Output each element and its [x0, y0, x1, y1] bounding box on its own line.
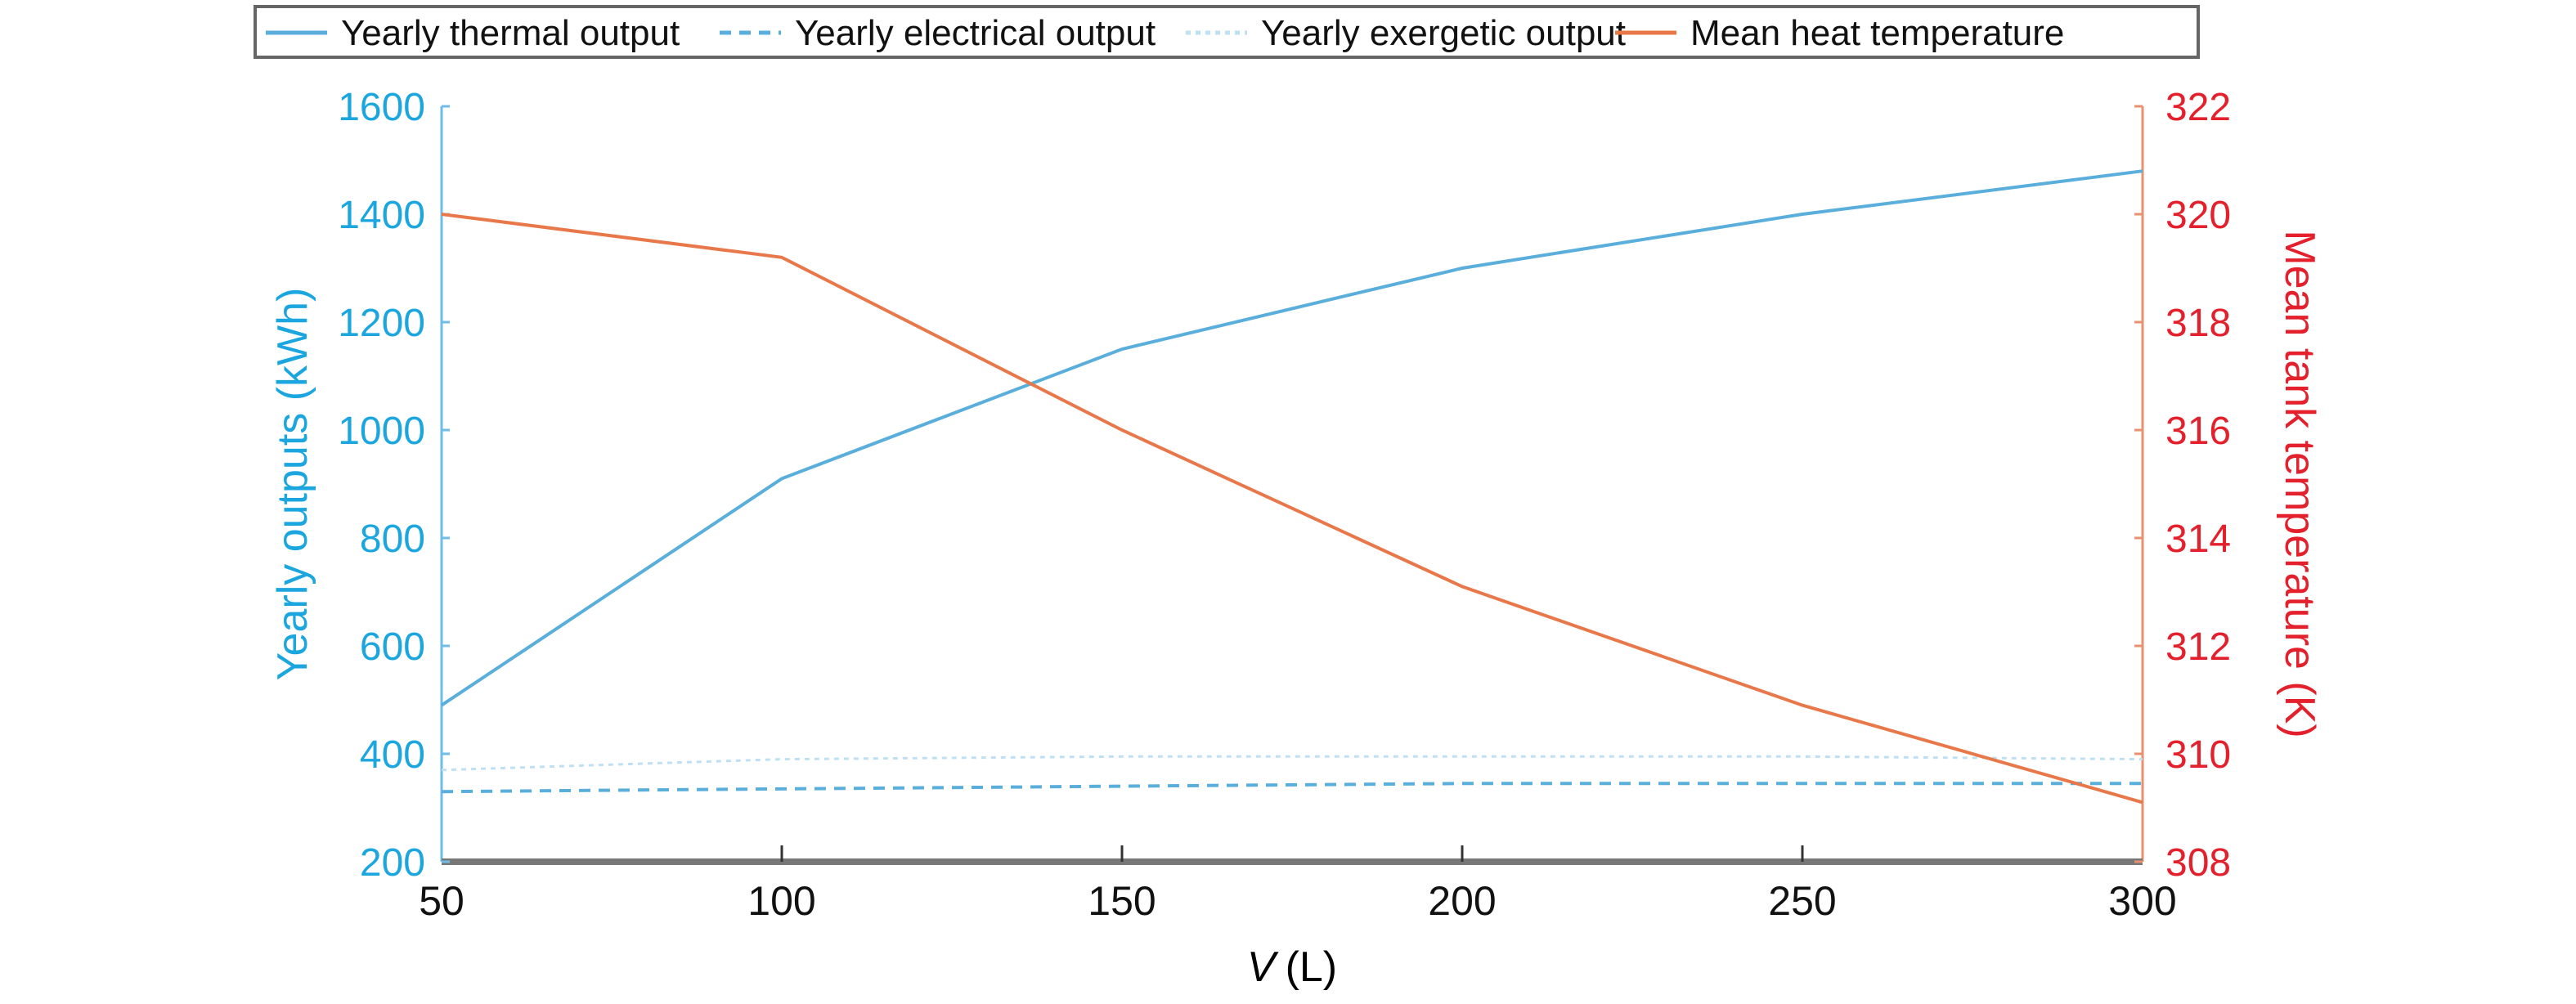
y2-tick-label: 318: [2165, 302, 2231, 345]
x-axis-title: V(L): [1247, 943, 1337, 991]
y2-tick-label: 308: [2165, 841, 2231, 885]
x-tick-label: 250: [1768, 878, 1836, 924]
y2-tick-label: 312: [2165, 625, 2231, 669]
y2-tick-label: 310: [2165, 733, 2231, 777]
x-axis-unit: (L): [1286, 943, 1338, 991]
series-group: [442, 171, 2143, 802]
x-tick-label: 200: [1428, 878, 1496, 924]
y-tick-label: 1400: [338, 194, 425, 237]
y2-axis-title: Mean tank temperature (K): [2276, 230, 2323, 737]
y2-tick-label: 322: [2165, 86, 2231, 129]
y-tick-label: 200: [360, 841, 425, 885]
x-tick-label: 300: [2108, 878, 2176, 924]
y-tick-label: 800: [360, 518, 425, 561]
legend-label-0: Yearly thermal output: [341, 13, 680, 53]
legend-label-3: Mean heat temperature: [1690, 13, 2064, 53]
series-line-3: [442, 214, 2143, 802]
y2-tick-label: 316: [2165, 410, 2231, 453]
series-line-0: [442, 171, 2143, 705]
y-tick-label: 1000: [338, 410, 425, 453]
y-tick-label: 1600: [338, 86, 425, 129]
y-axis-title: Yearly outputs (kWh): [269, 288, 316, 681]
y-tick-label: 400: [360, 733, 425, 777]
series-line-2: [442, 756, 2143, 770]
x-tick-label: 100: [747, 878, 815, 924]
y2-tick-label: 320: [2165, 194, 2231, 237]
legend-label-2: Yearly exergetic output: [1261, 13, 1626, 53]
x-axis-variable: V: [1247, 943, 1279, 991]
legend: Yearly thermal output Yearly electrical o…: [255, 7, 2198, 57]
y2-tick-label: 314: [2165, 518, 2231, 561]
x-tick-label: 50: [419, 878, 464, 924]
x-tick-label: 150: [1088, 878, 1156, 924]
legend-label-1: Yearly electrical output: [795, 13, 1156, 53]
series-line-1: [442, 783, 2143, 791]
y-tick-label: 600: [360, 625, 425, 669]
y-tick-label: 1200: [338, 302, 425, 345]
